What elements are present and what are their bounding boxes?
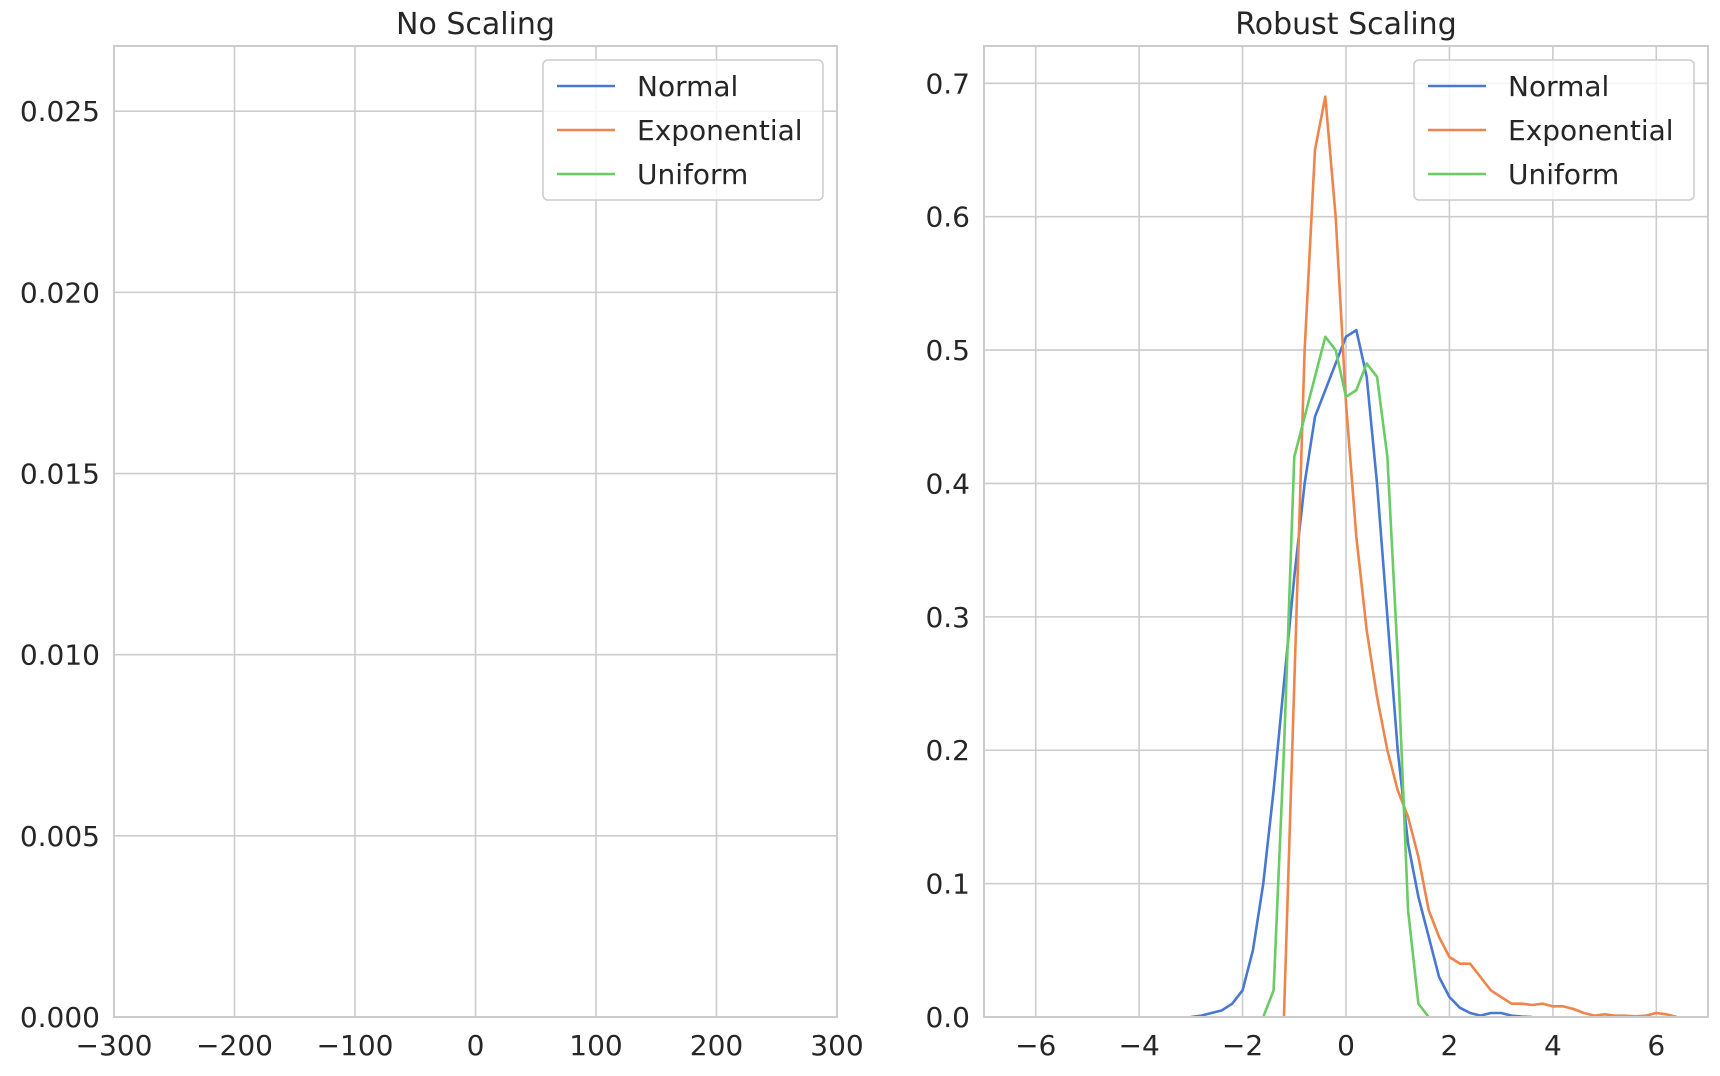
density-line: [1262, 335, 1430, 1017]
legend: Normal Exponential Uniform: [542, 59, 824, 201]
y-tick-label: 0.015: [20, 458, 100, 491]
y-tick-label: 0.0: [925, 1001, 970, 1034]
legend: Normal Exponential Uniform: [1413, 59, 1695, 201]
density-line: [1282, 95, 1678, 1017]
chart-title: No Scaling: [396, 7, 555, 42]
legend-box: [542, 59, 824, 201]
legend-label: Exponential: [637, 114, 803, 147]
x-tick-label: −2: [1222, 1029, 1263, 1062]
density-line: [198, 907, 837, 1017]
x-tick-label: −6: [1015, 1029, 1056, 1062]
x-tick-label: 2: [1441, 1029, 1459, 1062]
density-line: [451, 104, 716, 1017]
y-tick-label: 0.1: [925, 868, 970, 901]
y-tick-label: 0.000: [20, 1001, 100, 1034]
y-tick-label: 0.020: [20, 276, 100, 309]
x-tick-label: −4: [1119, 1029, 1160, 1062]
density-line: [1190, 328, 1533, 1017]
axes-frame: [113, 45, 838, 1018]
axes-frame: [983, 45, 1709, 1018]
x-tick-label: 4: [1544, 1029, 1562, 1062]
legend-label: Normal: [637, 70, 738, 103]
legend-label: Normal: [1508, 70, 1609, 103]
x-tick-label: −300: [76, 1029, 153, 1062]
x-tick-label: −200: [196, 1029, 273, 1062]
x-tick-label: −100: [317, 1029, 394, 1062]
x-tick-label: 6: [1647, 1029, 1665, 1062]
legend-box: [1413, 59, 1695, 201]
y-tick-label: 0.025: [20, 95, 100, 128]
legend-label: Uniform: [1508, 158, 1619, 191]
x-tick-label: 0: [1337, 1029, 1355, 1062]
y-tick-label: 0.7: [925, 67, 970, 100]
y-tick-label: 0.3: [925, 601, 970, 634]
y-tick-label: 0.5: [925, 334, 970, 367]
y-tick-label: 0.005: [20, 820, 100, 853]
x-tick-label: 300: [810, 1029, 863, 1062]
y-tick-label: 0.2: [925, 734, 970, 767]
legend-label: Exponential: [1508, 114, 1674, 147]
legend-label: Uniform: [637, 158, 748, 191]
y-tick-label: 0.010: [20, 639, 100, 672]
plot-area: [198, 95, 1678, 1017]
x-tick-label: 0: [467, 1029, 485, 1062]
y-tick-label: 0.6: [925, 201, 970, 234]
x-tick-label: 200: [690, 1029, 743, 1062]
chart-title: Robust Scaling: [1235, 7, 1456, 42]
x-tick-label: 100: [569, 1029, 622, 1062]
y-tick-label: 0.4: [925, 467, 970, 500]
